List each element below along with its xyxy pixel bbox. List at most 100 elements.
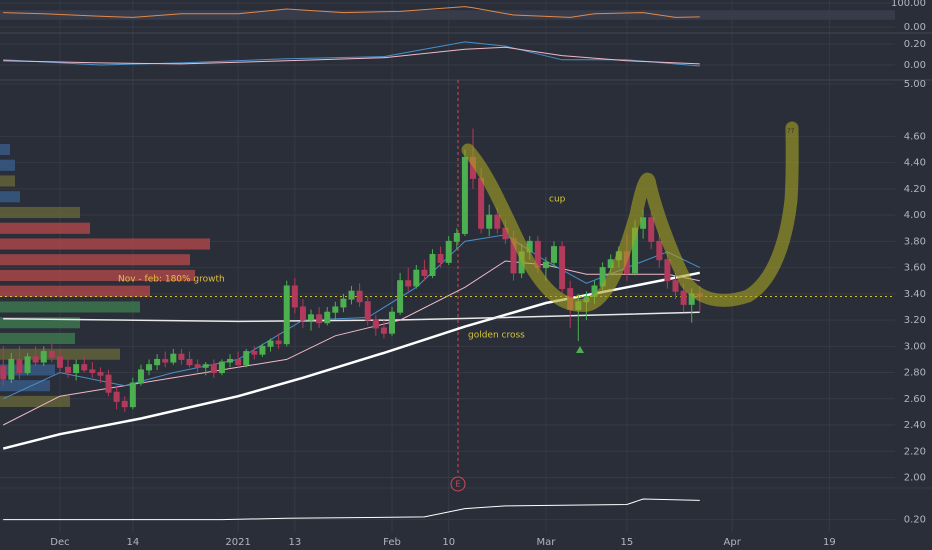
annotation: ?? [787,127,795,135]
y-tick-label: 0.00 [904,22,926,33]
x-tick-label: Mar [536,537,556,548]
candle-body [316,314,323,324]
volume-profile-bar [0,380,50,392]
volume-profile-bar [0,269,195,282]
y-tick-label: 0.20 [904,515,926,526]
candle-body [397,280,404,313]
x-tick-label: 14 [126,537,139,548]
y-tick-label: 3.60 [904,263,926,274]
candle-body [332,306,339,313]
candle-body [445,240,452,263]
grid [0,0,895,532]
candle-body [267,340,274,347]
candle-body [478,177,485,229]
y-tick-label: 2.40 [904,420,926,431]
candle-body [299,306,306,321]
x-tick-label: Apr [724,537,742,548]
candle-body [89,369,96,374]
x-tick-label: 13 [288,537,301,548]
x-tick-label: Dec [50,537,69,548]
y-tick-label: 4.20 [904,184,926,195]
candle-body [178,353,185,360]
candle-body [494,214,501,229]
x-tick-label: 10 [442,537,455,548]
cup-drawing [461,121,799,312]
volume-profile-bar [0,332,75,345]
candle-body [437,253,444,263]
y-tick-label: 4.60 [904,131,926,142]
earnings-label: E [455,480,460,489]
annotation: cup [549,195,566,205]
candle-body [356,290,363,303]
macd-line [3,41,700,67]
signal-triangle [576,346,584,353]
candle-body [16,358,23,374]
volume-line [3,498,700,521]
annotation: golden cross [468,331,525,341]
volume-profile-bar [0,191,20,203]
volume-profile-bar [0,301,140,313]
candle-body [243,351,250,366]
candle-body [202,364,209,368]
volume-profile-bar [0,159,15,171]
candle-body [210,364,217,374]
candle-body [648,217,655,242]
candle-body [105,374,112,393]
annotation: Nov - feb: 180% growth [118,275,225,285]
candle-body [48,351,55,358]
candle-body [32,356,39,363]
x-tick-label: 15 [621,537,634,548]
candle-body [154,358,161,366]
volume-profile-bar [0,238,210,250]
candle-body [235,358,242,366]
macd-line [3,46,700,65]
volume-profile-bar [0,285,150,297]
candle-body [56,356,63,368]
candle-body [227,358,234,363]
volume-profile-bar [0,143,10,156]
y-tick-label: 4.40 [904,158,926,169]
volume-profile-bar [0,395,70,407]
rsi-band [0,10,895,20]
y-tick-label: 0.00 [904,60,926,71]
x-tick-label: 19 [823,537,836,548]
y-tick-label: 3.00 [904,341,926,352]
volume-profile-bar [0,175,15,187]
volume-profile-bar [0,206,80,219]
candle-body [348,290,355,300]
candle-body [121,400,128,408]
candle-body [8,358,15,380]
candle-body [129,382,136,408]
axes: Dec 14 2021 13 Feb 10 Mar 15 Apr 19 5.00 4.60 4.40 4.… [50,0,926,548]
volume-profile-bar [0,222,90,234]
candle-body [429,253,436,276]
candle-body [372,319,379,329]
candle-body [283,285,290,345]
candle-body [81,364,88,371]
candle-body [421,269,428,276]
candle-body [389,311,396,334]
candle-body [146,364,153,371]
y-tick-label: 4.00 [904,210,926,221]
y-tick-label: 2.80 [904,368,926,379]
candle-body [291,285,298,308]
candle-body [259,345,266,355]
candle-body [308,314,315,321]
candle-body [453,232,460,242]
candle-body [672,280,679,292]
candle-body [65,366,72,374]
candle-body [324,311,331,324]
y-tick-label: 100.00 [891,0,926,9]
candle-body [73,364,80,374]
candle-body [340,298,347,308]
x-tick-label: Feb [383,537,401,548]
candle-body [664,259,671,282]
candle-body [218,361,225,374]
candle-body [113,391,120,402]
earnings-marker [450,476,466,492]
candle-body [680,290,687,305]
candle-body [97,372,104,376]
y-tick-label: 3.20 [904,315,926,326]
candle-body [542,261,549,269]
candle-body [194,364,201,368]
